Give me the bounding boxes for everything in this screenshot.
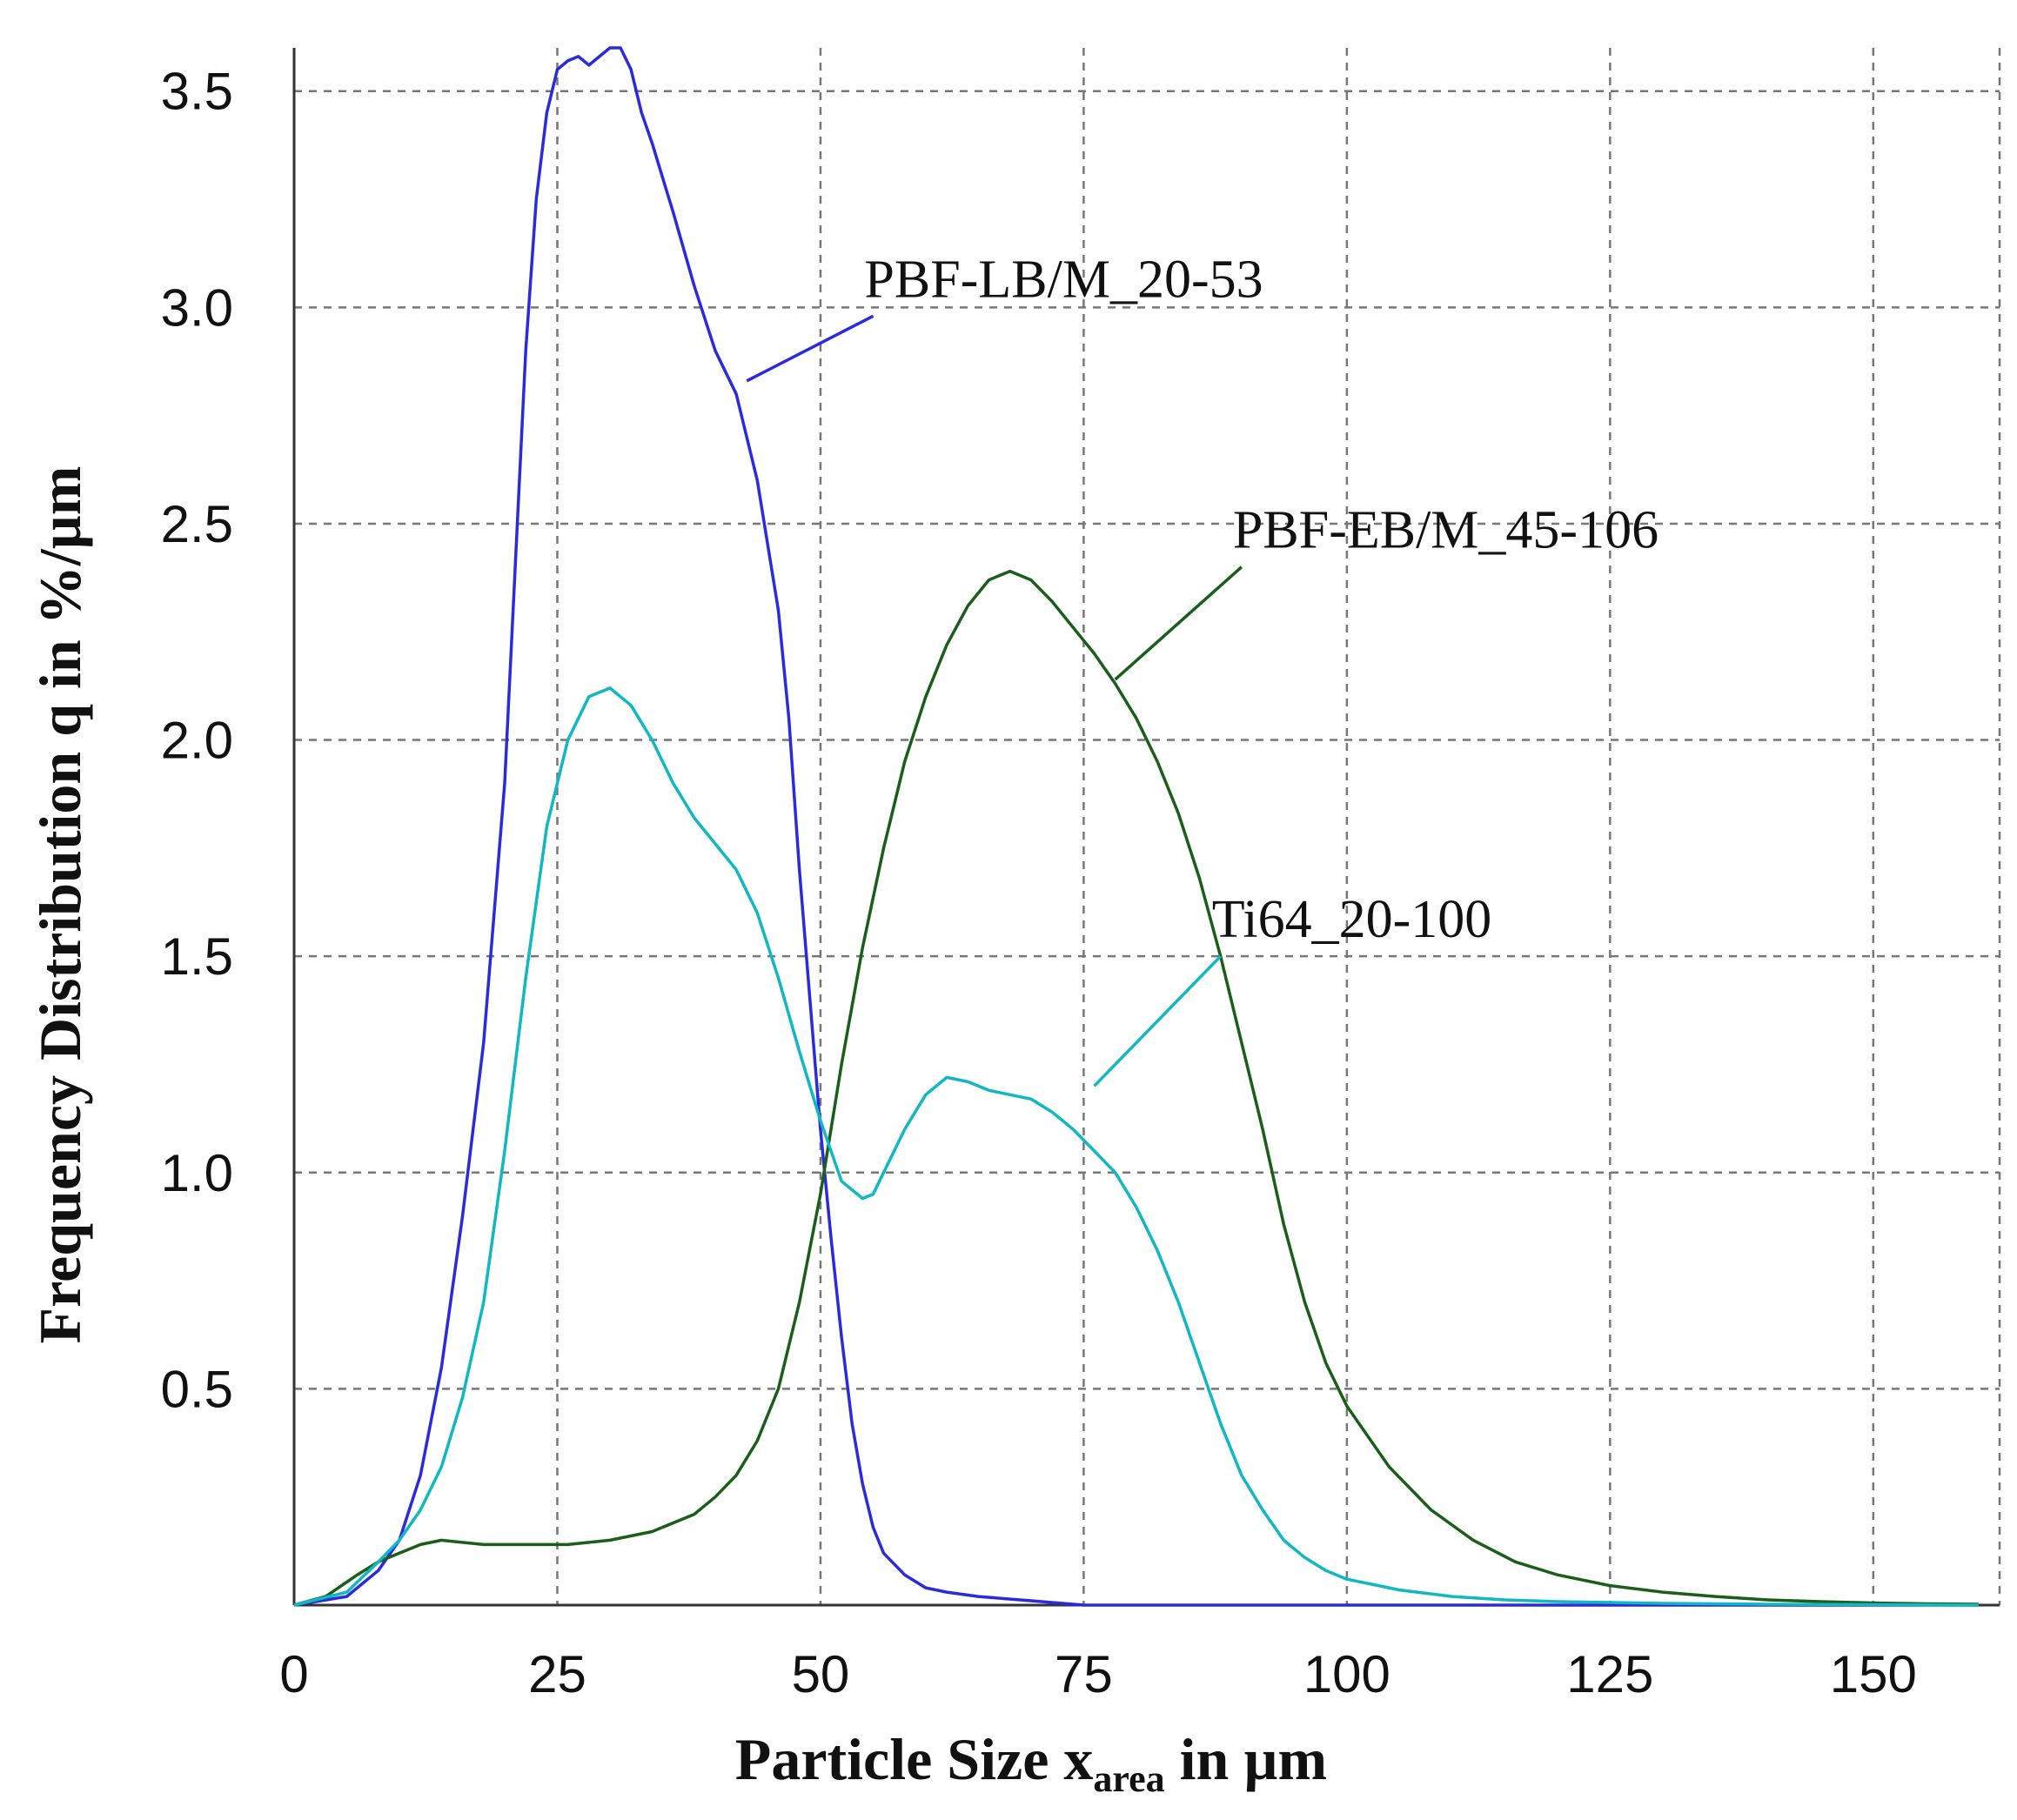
x-tick-label: 0 bbox=[279, 1645, 308, 1703]
x-tick-label: 125 bbox=[1566, 1645, 1653, 1703]
x-tick-label: 25 bbox=[528, 1645, 586, 1703]
y-tick-label: 1.0 bbox=[161, 1144, 233, 1202]
x-tick-label: 100 bbox=[1303, 1645, 1390, 1703]
x-tick-label: 150 bbox=[1830, 1645, 1917, 1703]
series-line-pbf-eb-m-45-106 bbox=[293, 569, 1979, 1607]
x-axis-title-subscript: area bbox=[1093, 1757, 1164, 1800]
x-tick-label: 50 bbox=[792, 1645, 850, 1703]
series-labels: PBF-LB/M_20-53 PBF-EB/M_45-106 Ti64_20-100 bbox=[746, 250, 1658, 1087]
x-axis-title: Particle Size xarea in µm bbox=[735, 1726, 1327, 1800]
grid-lines bbox=[294, 48, 2001, 1605]
y-axis-title: Frequency Distribution q in %/µm bbox=[27, 466, 93, 1344]
series-label-pbf-eb-m-45-106: PBF-EB/M_45-106 bbox=[1233, 501, 1658, 560]
y-tick-label: 0.5 bbox=[161, 1360, 233, 1418]
series-leader-line bbox=[746, 314, 874, 383]
series-line-ti64-20-100 bbox=[293, 686, 1979, 1607]
y-tick-label: 1.5 bbox=[161, 927, 233, 986]
y-tick-label: 2.5 bbox=[161, 495, 233, 553]
series-leader-line bbox=[1093, 954, 1222, 1087]
x-axis-title-suffix: in µm bbox=[1165, 1726, 1328, 1792]
x-axis-title-main: Particle Size x bbox=[735, 1726, 1094, 1792]
y-tick-label: 3.0 bbox=[161, 278, 233, 337]
series-label-ti64-20-100: Ti64_20-100 bbox=[1212, 890, 1492, 949]
series-leader-line bbox=[1114, 565, 1243, 681]
series-lines bbox=[293, 46, 1979, 1607]
tick-labels: 0 25 50 75 100 125 150 0.5 1.0 1.5 2.0 2.5 3.0 3.5 bbox=[161, 63, 1917, 1703]
y-tick-label: 2.0 bbox=[161, 712, 233, 770]
series-label-pbf-lb-m-20-53: PBF-LB/M_20-53 bbox=[864, 250, 1263, 309]
y-tick-label: 3.5 bbox=[161, 63, 233, 121]
series-line-pbf-lb-m-20-53 bbox=[293, 46, 1979, 1607]
x-tick-label: 75 bbox=[1055, 1645, 1113, 1703]
